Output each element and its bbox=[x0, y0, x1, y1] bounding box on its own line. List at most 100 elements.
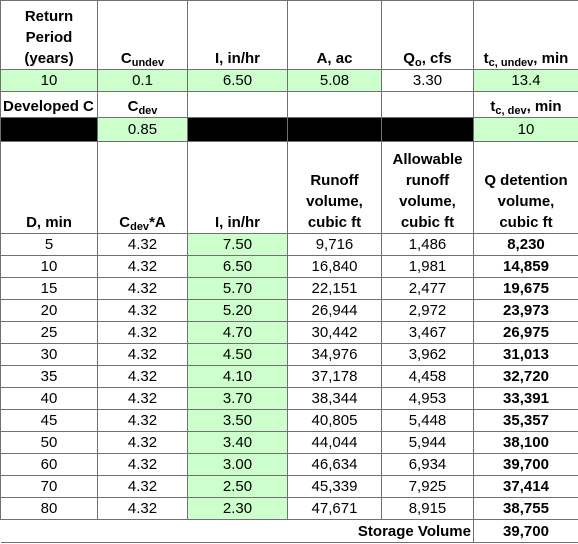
data-row: 30 4.32 4.50 34,976 3,962 31,013 bbox=[0, 343, 578, 366]
data-row: 15 4.32 5.70 22,151 2,477 19,675 bbox=[0, 277, 578, 300]
value-cell: 5.70 bbox=[187, 277, 288, 300]
header-line: volume, bbox=[476, 191, 576, 212]
header-line: runoff bbox=[384, 170, 471, 191]
value-cell: 4,458 bbox=[381, 365, 474, 388]
value-cell: 4.32 bbox=[97, 321, 188, 344]
data-row: 20 4.32 5.20 26,944 2,972 23,973 bbox=[0, 299, 578, 322]
header-text: Allowable bbox=[392, 151, 463, 168]
header-text: C bbox=[127, 98, 139, 115]
value-cell: 4.10 bbox=[187, 365, 288, 388]
value-cell: 37,414 bbox=[473, 475, 578, 498]
data-row: 10 4.32 6.50 16,840 1,981 14,859 bbox=[0, 255, 578, 278]
value-cell: 7,925 bbox=[381, 475, 474, 498]
value-cell: 3.00 bbox=[187, 453, 288, 476]
header-line: volume, bbox=[384, 191, 471, 212]
value-cell: 0.1 bbox=[97, 69, 188, 92]
header-cell: Q detention volume, cubic ft bbox=[473, 141, 578, 234]
value-cell: 3.50 bbox=[187, 409, 288, 432]
value-cell: 23,973 bbox=[473, 299, 578, 322]
value-cell: 40,805 bbox=[287, 409, 382, 432]
value-cell: 46,634 bbox=[287, 453, 382, 476]
input-row: 10 0.1 6.50 5.08 3.30 13.4 bbox=[0, 69, 578, 92]
header-line: cubic ft bbox=[384, 212, 471, 233]
value-cell: 6.50 bbox=[187, 255, 288, 278]
header-line: tc, undev, min bbox=[476, 48, 576, 69]
value-cell: 4.32 bbox=[97, 299, 188, 322]
header-cell: tc, dev, min bbox=[473, 91, 578, 118]
value-cell: 34,976 bbox=[287, 343, 382, 366]
storage-label: Storage Volume bbox=[0, 519, 474, 543]
value-cell: 14,859 bbox=[473, 255, 578, 278]
header-text: Developed C bbox=[3, 98, 94, 115]
header-cell: Runoff volume, cubic ft bbox=[287, 141, 382, 234]
value-cell: 4.32 bbox=[97, 343, 188, 366]
header-line: Allowable bbox=[384, 149, 471, 170]
header-text: , cfs bbox=[421, 50, 452, 67]
value-cell: 13.4 bbox=[473, 69, 578, 92]
value-cell: 1,981 bbox=[381, 255, 474, 278]
header-text: cubic ft bbox=[400, 214, 455, 231]
value-cell: 1,486 bbox=[381, 233, 474, 256]
value-cell: 16,840 bbox=[287, 255, 382, 278]
value-cell: 4.32 bbox=[97, 497, 188, 520]
value-cell: 9,716 bbox=[287, 233, 382, 256]
header-text: Q bbox=[403, 50, 415, 67]
value-cell: 2,477 bbox=[381, 277, 474, 300]
header-text: t bbox=[490, 98, 496, 115]
value-cell: 35 bbox=[0, 365, 98, 388]
value-cell: 4.32 bbox=[97, 431, 188, 454]
header-text: I, in/hr bbox=[215, 50, 260, 67]
header-text: cubic ft bbox=[307, 214, 362, 231]
value-cell: 3.30 bbox=[381, 69, 474, 92]
value-cell: 38,755 bbox=[473, 497, 578, 520]
empty-cell bbox=[187, 117, 288, 142]
header-cell bbox=[187, 91, 288, 118]
value-cell: 80 bbox=[0, 497, 98, 520]
header-subscript: c, dev bbox=[495, 105, 527, 117]
header-row: Return Period (years) Cundev I, in/hr A, ac Qo… bbox=[0, 0, 578, 70]
value-cell: 38,100 bbox=[473, 431, 578, 454]
header-line: cubic ft bbox=[290, 212, 379, 233]
value-cell: 10 bbox=[0, 69, 98, 92]
value-cell: 30 bbox=[0, 343, 98, 366]
header-text: , min bbox=[526, 98, 562, 115]
header-cell: Developed C bbox=[0, 91, 98, 118]
header-line: Qo, cfs bbox=[384, 48, 471, 69]
header-text: I, in/hr bbox=[215, 214, 260, 231]
header-line: I, in/hr bbox=[190, 48, 285, 69]
value-cell: 4.32 bbox=[97, 365, 188, 388]
value-cell: 39,700 bbox=[473, 453, 578, 476]
header-text: C bbox=[119, 214, 131, 231]
header-line: Q detention bbox=[476, 170, 576, 191]
value-cell: 15 bbox=[0, 277, 98, 300]
value-cell: 6.50 bbox=[187, 69, 288, 92]
value-cell: 31,013 bbox=[473, 343, 578, 366]
value-cell: 70 bbox=[0, 475, 98, 498]
header-line: I, in/hr bbox=[190, 212, 285, 233]
value-cell: 30,442 bbox=[287, 321, 382, 344]
header-text: C bbox=[120, 50, 132, 67]
header-line: Developed C bbox=[3, 96, 95, 117]
header-subscript: dev bbox=[130, 221, 150, 233]
value-cell: 26,944 bbox=[287, 299, 382, 322]
header-line: volume, bbox=[290, 191, 379, 212]
value-cell: 2.50 bbox=[187, 475, 288, 498]
value-cell: 19,675 bbox=[473, 277, 578, 300]
value-cell: 38,344 bbox=[287, 387, 382, 410]
data-row: 60 4.32 3.00 46,634 6,934 39,700 bbox=[0, 453, 578, 476]
header-text: *A bbox=[149, 214, 166, 231]
value-cell: 5,448 bbox=[381, 409, 474, 432]
header-text: volume, bbox=[399, 193, 456, 210]
value-cell: 5,944 bbox=[381, 431, 474, 454]
value-cell: 4.32 bbox=[97, 255, 188, 278]
header-cell: Cundev bbox=[97, 0, 188, 70]
value-cell: 10 bbox=[473, 117, 578, 142]
value-cell: 4.32 bbox=[97, 387, 188, 410]
header-subscript: o bbox=[414, 57, 422, 69]
data-row: 70 4.32 2.50 45,339 7,925 37,414 bbox=[0, 475, 578, 498]
storage-value: 39,700 bbox=[473, 519, 578, 543]
header-text: Period bbox=[25, 29, 73, 46]
header-text: Return bbox=[24, 8, 74, 25]
header-text: volume, bbox=[306, 193, 363, 210]
value-cell: 44,044 bbox=[287, 431, 382, 454]
